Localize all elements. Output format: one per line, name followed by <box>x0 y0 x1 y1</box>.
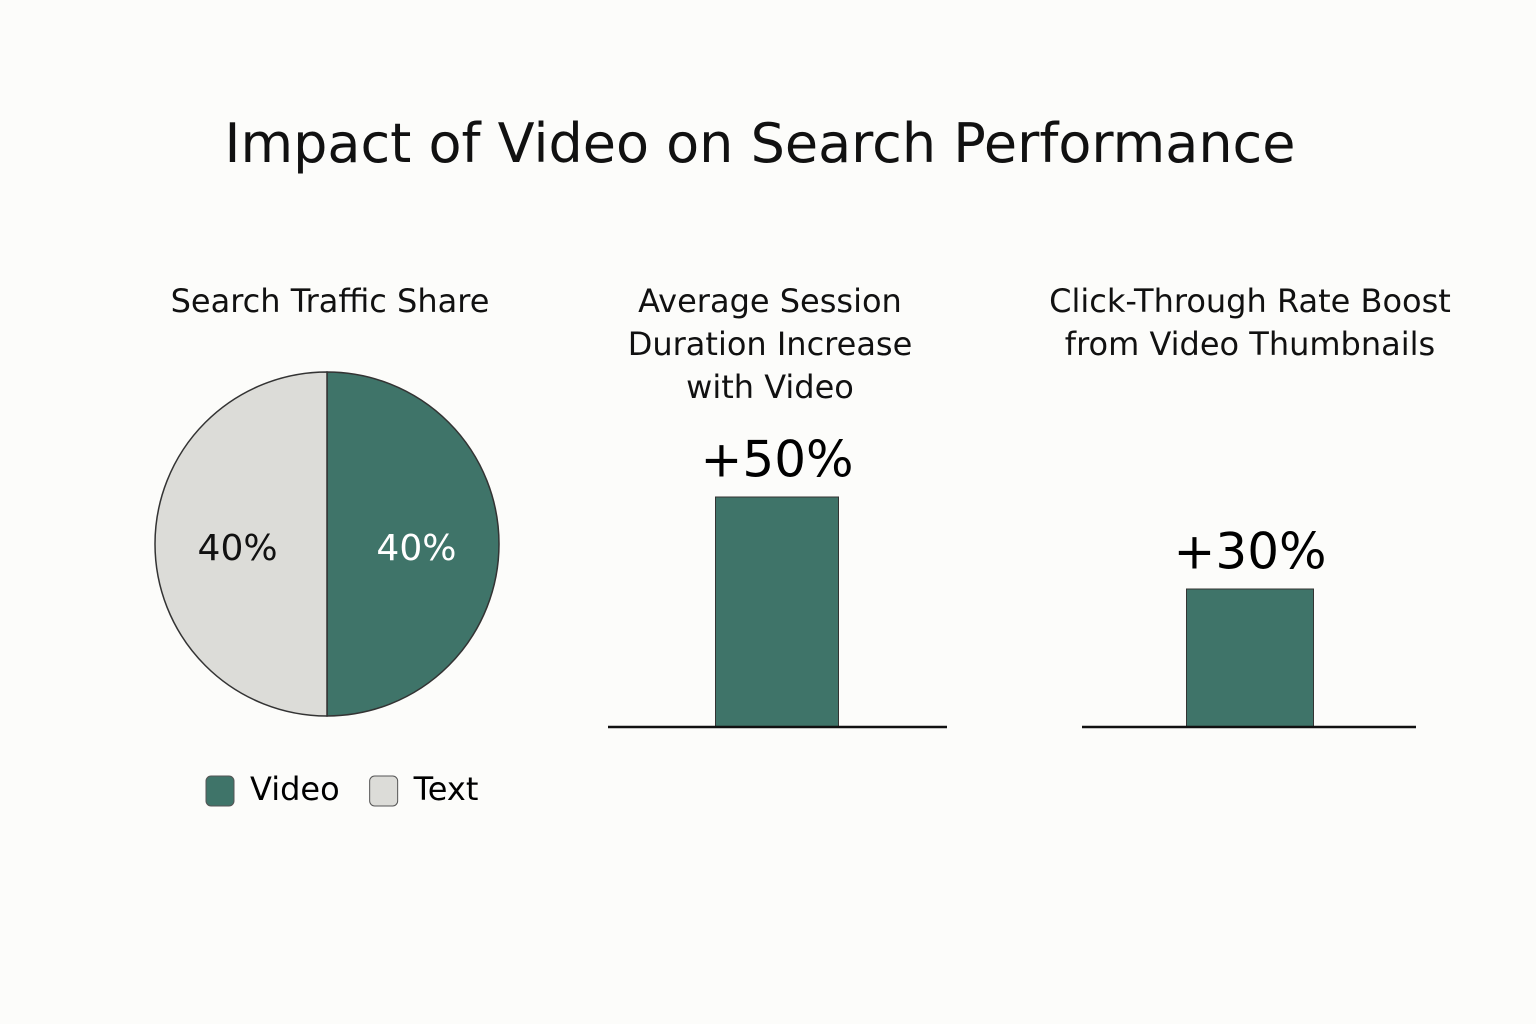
chart-title: Search Traffic Share <box>170 282 490 320</box>
value-label: +50% <box>700 431 853 489</box>
bar <box>1186 588 1314 728</box>
slice-label: 40% <box>198 528 278 569</box>
chart-title: Average Session Duration Increase with V… <box>627 282 913 406</box>
page-title: Impact of Video on Search Performance <box>224 112 1296 175</box>
pie-slice <box>154 371 328 717</box>
chart-title: Click-Through Rate Boost from Video Thum… <box>1049 282 1451 363</box>
legend-swatch <box>205 775 235 807</box>
value-label: +30% <box>1173 523 1326 581</box>
bar <box>715 496 839 728</box>
slice-label: 40% <box>376 528 456 569</box>
legend-label: Text <box>413 770 479 808</box>
pie-slice <box>326 371 500 717</box>
legend-swatch <box>369 775 399 807</box>
legend-label: Video <box>250 770 340 808</box>
